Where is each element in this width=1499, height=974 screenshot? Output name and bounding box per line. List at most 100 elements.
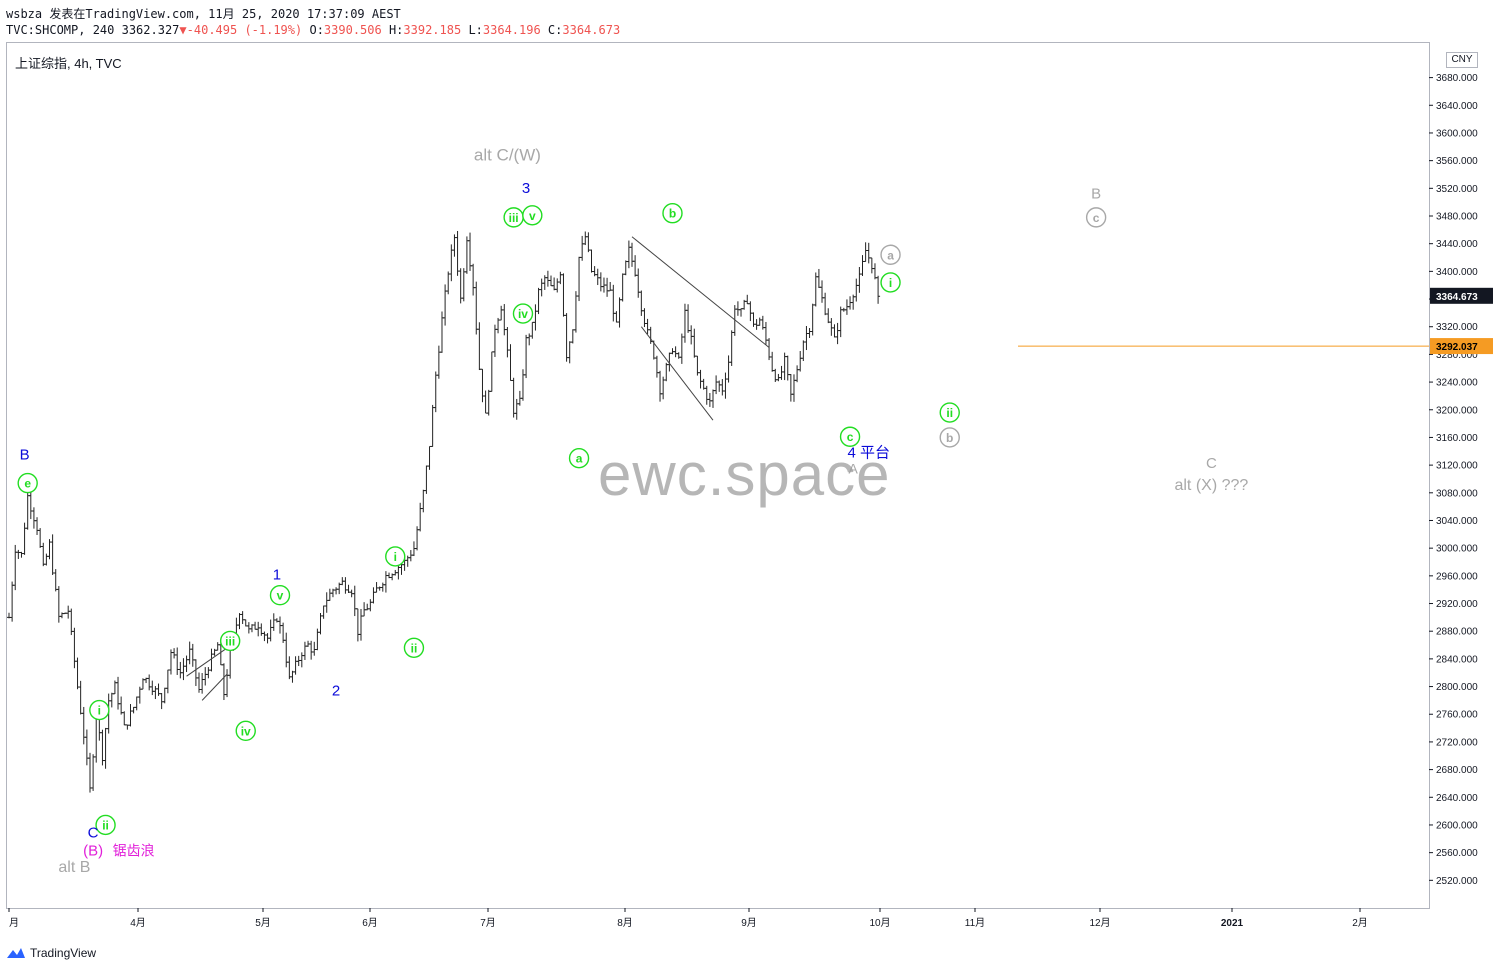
ohlc-bar xyxy=(698,369,703,389)
ohlc-bar xyxy=(682,303,687,343)
ohlc-bar xyxy=(53,569,58,592)
y-tick-label: 3520.000 xyxy=(1436,184,1478,195)
ohlc-bar xyxy=(770,351,775,372)
ohlc-bar xyxy=(256,621,261,637)
ohlc-bar xyxy=(122,711,127,726)
ohlc-bar xyxy=(134,696,139,711)
ohlc-bar xyxy=(66,605,71,619)
ohlc-bar xyxy=(119,696,124,715)
wave-label: B xyxy=(1091,186,1101,203)
ohlc-bar xyxy=(172,648,177,659)
ohlc-bar xyxy=(430,404,435,447)
svg-text:i: i xyxy=(98,704,101,718)
wave-label-circled: i xyxy=(89,699,110,721)
ohlc-bar xyxy=(477,322,482,371)
level-price-badge xyxy=(1430,338,1493,355)
currency-badge[interactable]: CNY xyxy=(1446,52,1478,68)
svg-text:A: A xyxy=(848,460,858,476)
ohlc-bar xyxy=(804,325,809,351)
x-tick-label: 2月 xyxy=(1352,917,1368,929)
wave-label-circled: ii xyxy=(403,637,425,659)
svg-text:v: v xyxy=(529,209,536,223)
ohlc-bar xyxy=(153,686,158,700)
ohlc-bar xyxy=(577,256,582,302)
wave-label-circled: iii xyxy=(503,207,524,228)
ohlc-bar xyxy=(704,385,709,405)
ohlc-bar xyxy=(262,631,267,642)
ohlc-bar xyxy=(860,255,865,276)
ohlc-bar xyxy=(383,571,388,593)
y-tick-label: 2520.000 xyxy=(1436,876,1478,887)
ohlc-bar xyxy=(343,577,348,594)
ohlc-bar xyxy=(41,542,46,567)
svg-text:i: i xyxy=(394,550,397,564)
ohlc-bar xyxy=(25,491,30,530)
wave-label: C xyxy=(1206,455,1217,472)
ohlc-bar xyxy=(788,374,793,402)
ohlc-bar xyxy=(520,369,525,401)
ohlc-bar xyxy=(290,670,295,683)
ohlc-bar xyxy=(327,588,332,601)
ohlc-bar xyxy=(299,652,304,668)
ohlc-bar xyxy=(181,658,186,681)
ohlc-bar xyxy=(676,352,681,359)
ohlc-bar xyxy=(334,587,339,595)
ohlc-bar xyxy=(829,318,834,336)
ohlc-bar xyxy=(611,284,616,322)
ohlc-bar xyxy=(408,550,413,562)
ohlc-bar xyxy=(754,319,759,330)
svg-text:a: a xyxy=(887,248,894,262)
y-tick-label: 2960.000 xyxy=(1436,571,1478,582)
ohlc-bar xyxy=(791,374,796,402)
chart-frame[interactable] xyxy=(6,42,1430,909)
ohlc-bar xyxy=(639,290,644,316)
ohlc-bar xyxy=(735,301,740,316)
svg-text:b: b xyxy=(669,207,676,221)
ohlc-bar xyxy=(128,704,133,727)
ohlc-bar xyxy=(75,657,80,690)
wave-label: C xyxy=(88,824,99,841)
ohlc-bar xyxy=(103,727,108,769)
wave-label-circled: ii xyxy=(95,814,116,836)
open-value: 3390.506 xyxy=(323,23,382,37)
ohlc-bar xyxy=(863,242,868,262)
ohlc-bar xyxy=(717,380,722,392)
y-tick-label: 2920.000 xyxy=(1436,599,1478,610)
ohlc-bar xyxy=(826,308,831,324)
wave-label-circled: iii xyxy=(219,630,241,652)
ohlc-bar xyxy=(598,272,603,292)
wave-label-circled: iv xyxy=(235,720,256,742)
ohlc-bar xyxy=(689,325,694,345)
y-tick-label: 2720.000 xyxy=(1436,737,1478,748)
wave-label-circled: i xyxy=(385,546,406,567)
ohlc-bar xyxy=(287,656,292,680)
ohlc-bar xyxy=(645,318,650,335)
wave-label: 4 平台 xyxy=(847,445,890,462)
trendline xyxy=(631,236,770,348)
ohlc-bar xyxy=(823,292,828,316)
ohlc-bar xyxy=(293,656,298,675)
ohlc-bar xyxy=(131,706,136,714)
wave-label: A xyxy=(848,460,858,476)
ohlc-bar xyxy=(605,277,610,297)
ohlc-bar xyxy=(489,351,494,392)
x-tick-label: 2021 xyxy=(1221,918,1244,929)
low-value: 3364.196 xyxy=(482,23,541,37)
y-tick-label: 3160.000 xyxy=(1436,433,1478,444)
ohlc-bar xyxy=(44,553,49,566)
svg-text:alt (X) ???: alt (X) ??? xyxy=(1174,477,1248,494)
ohlc-bar xyxy=(748,301,753,322)
svg-text:(B): (B) xyxy=(83,842,103,859)
ohlc-bar xyxy=(31,507,36,529)
ohlc-bar xyxy=(468,232,473,271)
svg-text:v: v xyxy=(277,589,284,603)
ohlc-bar xyxy=(723,372,728,399)
ohlc-bar xyxy=(471,263,476,296)
ohlc-bar xyxy=(810,303,815,336)
ohlc-bar xyxy=(642,308,647,328)
x-tick-label: 4月 xyxy=(130,917,146,929)
svg-text:ii: ii xyxy=(946,406,953,420)
ohlc-bar xyxy=(165,669,170,694)
ohlc-bar xyxy=(832,324,837,338)
